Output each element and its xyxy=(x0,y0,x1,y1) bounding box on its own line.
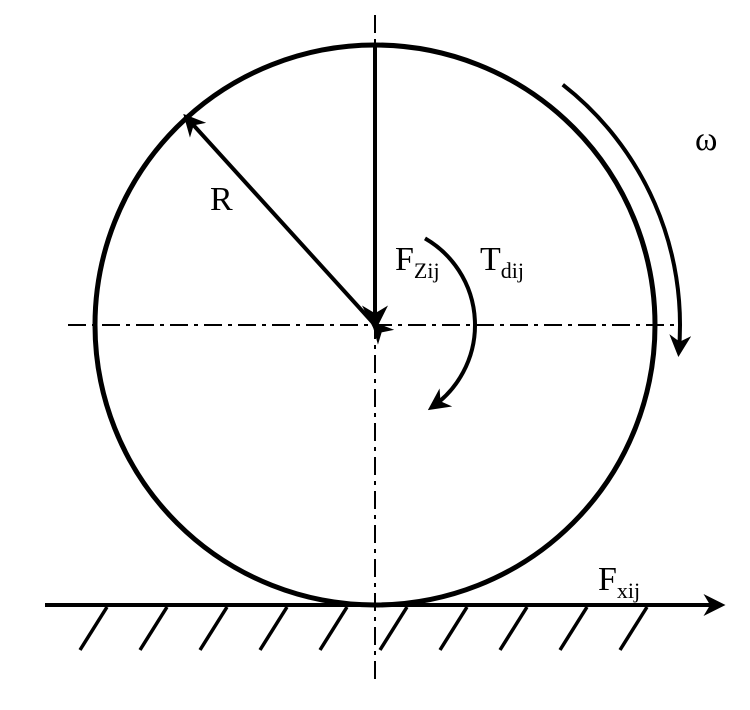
radius-arrow xyxy=(187,118,375,325)
label-tdij: Tdij xyxy=(480,241,524,283)
label-R: R xyxy=(210,181,233,218)
ground-hatching xyxy=(80,607,647,650)
omega-arc-arrow xyxy=(563,85,680,352)
label-fxij: Fxij xyxy=(598,561,640,603)
label-omega: ω xyxy=(695,121,717,158)
label-fzij: FZij xyxy=(395,241,440,283)
wheel-diagram: Rω FZij Tdij Fxij xyxy=(0,0,750,710)
